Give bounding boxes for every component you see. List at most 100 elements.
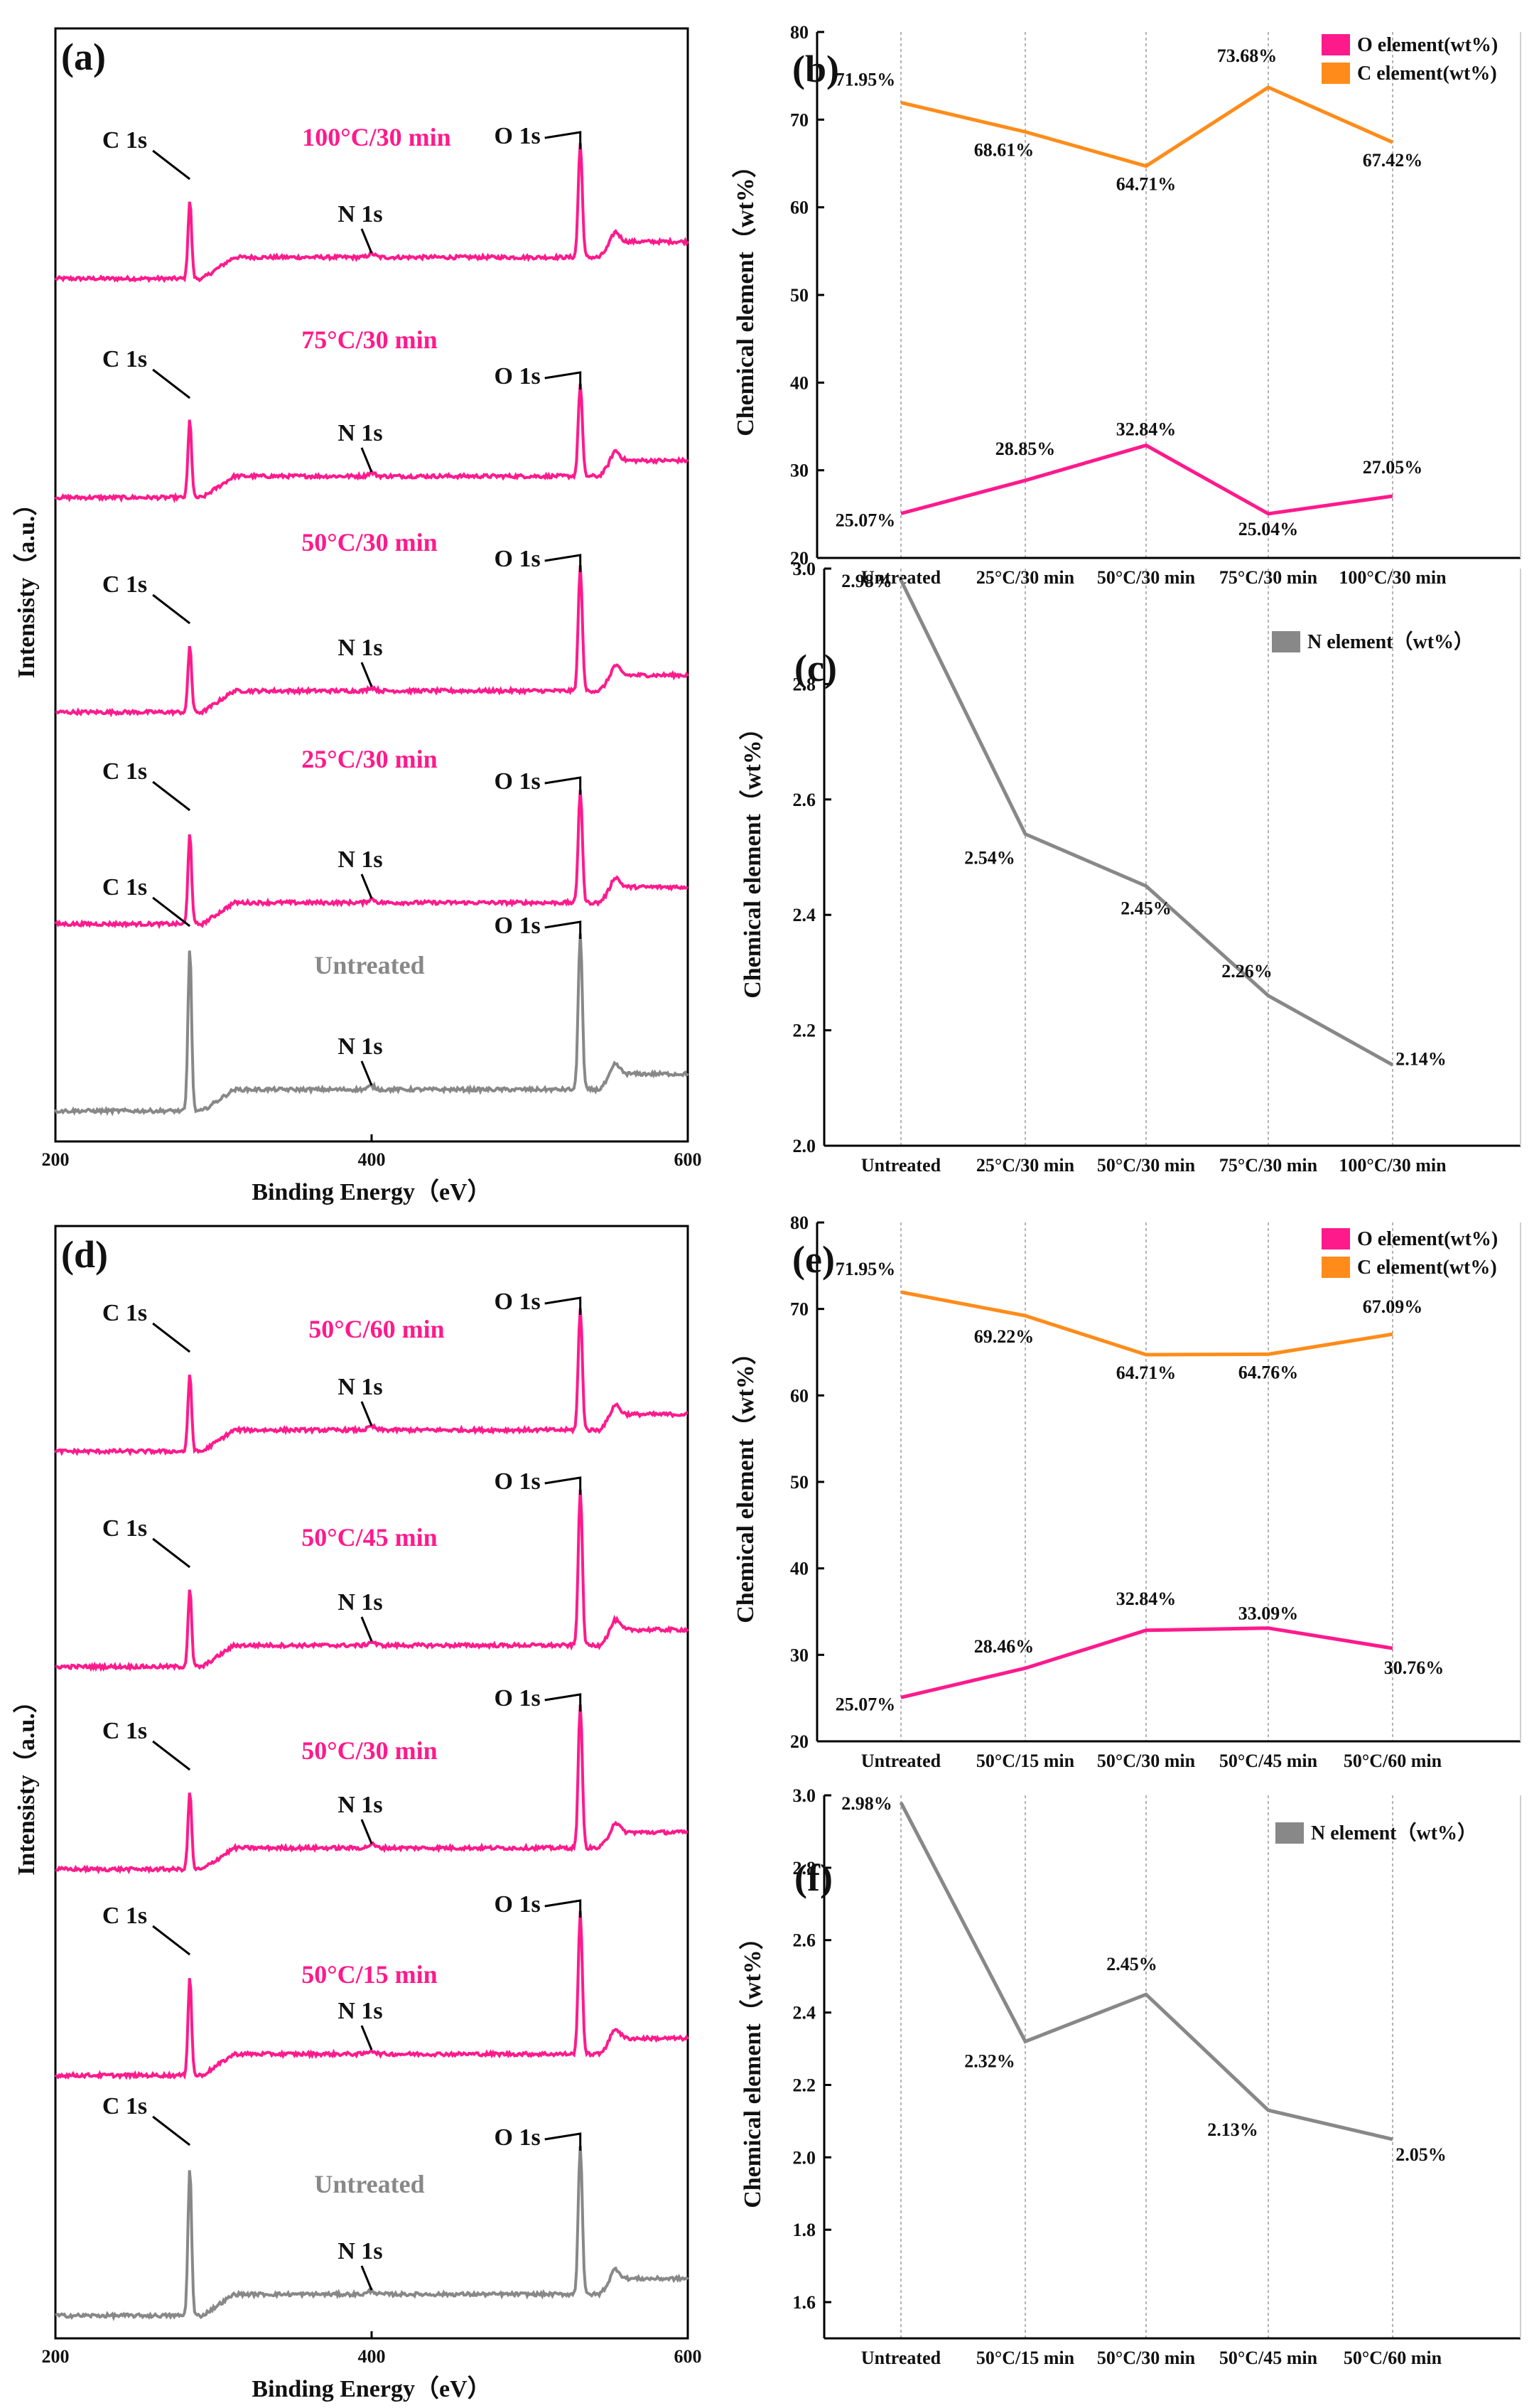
data-label: 67.42%	[1363, 150, 1423, 171]
data-label: 2.32%	[964, 2050, 1015, 2071]
legend-label: O element(wt%)	[1357, 34, 1498, 56]
trace-label: 50°C/60 min	[308, 1315, 444, 1343]
legend-label: N element（wt%）	[1307, 630, 1474, 653]
data-label: 33.09%	[1238, 1603, 1299, 1624]
trace-label: 50°C/15 min	[301, 1960, 437, 1989]
x-tick-label: Untreated	[861, 1155, 941, 1176]
peak-leader	[544, 1899, 582, 1918]
data-label: 2.14%	[1395, 1048, 1447, 1069]
data-label: 67.09%	[1363, 1296, 1423, 1317]
peak-leader	[544, 776, 582, 795]
legend-swatch	[1322, 63, 1350, 84]
panel-d: (d) 200 400 600 Binding Energy（eV） Intensisty…	[12, 1225, 702, 2402]
peak-label-o1s: O 1s	[495, 363, 541, 389]
x-tick-label: 50°C/45 min	[1219, 1751, 1318, 1771]
panel-label: (a)	[61, 36, 106, 78]
data-label: 64.76%	[1238, 1362, 1299, 1382]
peak-label-c1s: C 1s	[102, 2093, 147, 2119]
peak-label-o1s: O 1s	[495, 913, 541, 939]
data-label: 25.07%	[836, 1694, 896, 1714]
peak-label-n1s: N 1s	[338, 1374, 382, 1400]
peak-leader	[544, 920, 582, 939]
peak-leader	[360, 874, 373, 899]
peak-label-o1s: O 1s	[495, 1891, 541, 1918]
y-tick-label: 30	[790, 461, 809, 481]
legend-swatch	[1322, 34, 1350, 55]
x-tick-label: 50°C/60 min	[1344, 2348, 1442, 2368]
y-tick-label: 20	[790, 548, 809, 569]
x-tick-label: 200	[42, 2346, 70, 2367]
y-axis-label: Chemical element（wt%）	[738, 716, 766, 999]
y-tick-label: 20	[790, 1731, 809, 1752]
peak-leader	[152, 593, 191, 625]
trace-label: Untreated	[314, 2170, 424, 2198]
peak-label-n1s: N 1s	[338, 420, 382, 446]
data-label: 32.84%	[1116, 419, 1177, 440]
data-label: 2.26%	[1221, 961, 1273, 982]
panel-label: (d)	[61, 1233, 108, 1276]
y-tick-label: 80	[790, 1213, 809, 1233]
peak-leader	[360, 2025, 373, 2050]
y-axis-label: Chemical element（wt%）	[738, 1925, 766, 2208]
y-tick-label: 2.2	[793, 1021, 816, 1041]
data-label: 2.05%	[1395, 2144, 1447, 2165]
peak-leader	[360, 1616, 373, 1642]
peak-leader	[360, 1819, 373, 1844]
peak-leader	[152, 2115, 191, 2146]
peak-leader	[544, 1693, 582, 1711]
peak-leader	[544, 131, 582, 149]
x-tick-label: 25°C/30 min	[976, 1155, 1075, 1176]
y-tick-label: 50	[790, 285, 809, 306]
peak-label-o1s: O 1s	[495, 1468, 541, 1495]
peak-leader	[360, 228, 373, 254]
x-tick-label: 75°C/30 min	[1219, 1155, 1318, 1176]
y-axis-label: Intensisty（a.u.）	[12, 1689, 40, 1876]
peak-leader	[544, 554, 582, 572]
data-label: 27.05%	[1363, 457, 1423, 478]
x-tick-label: 50°C/30 min	[1097, 1155, 1196, 1176]
series-line	[900, 85, 1394, 168]
data-label: 71.95%	[836, 1259, 896, 1279]
x-tick-label: 50°C/30 min	[1097, 2348, 1196, 2368]
x-tick-label: Untreated	[861, 2348, 941, 2368]
y-tick-label: 2.4	[793, 2003, 816, 2023]
x-axis-label: Binding Energy（eV）	[252, 2375, 491, 2402]
trace-label: 50°C/30 min	[301, 528, 437, 557]
data-label: 32.84%	[1116, 1589, 1177, 1609]
peak-leader	[152, 1925, 191, 1956]
data-label: 71.95%	[836, 69, 896, 90]
y-tick-label: 2.6	[793, 1930, 816, 1951]
peak-label-n1s: N 1s	[338, 2238, 382, 2264]
legend-swatch	[1272, 631, 1300, 652]
peak-leader	[360, 1060, 373, 1086]
y-tick-label: 40	[790, 372, 809, 393]
x-tick-label: 100°C/30 min	[1339, 1155, 1447, 1176]
x-tick-label: 50°C/30 min	[1097, 1751, 1196, 1771]
y-tick-label: 1.6	[793, 2292, 816, 2313]
data-label: 2.54%	[964, 848, 1015, 869]
legend-swatch	[1322, 1257, 1350, 1278]
spectrum-trace	[55, 1704, 688, 1875]
y-tick-label: 2.8	[793, 1858, 816, 1878]
y-tick-label: 2.6	[793, 790, 816, 810]
y-axis-label: Chemical element（wt%）	[731, 154, 759, 436]
y-tick-label: 60	[790, 198, 809, 218]
peak-label-n1s: N 1s	[338, 1033, 382, 1060]
panel-b: Untreated 25°C/30 min 50°C/30 min 75°C/30 m…	[731, 22, 1521, 588]
data-label: 64.71%	[1116, 1362, 1177, 1383]
data-label: 25.04%	[1238, 519, 1299, 539]
peak-label-c1s: C 1s	[102, 1300, 147, 1326]
peak-leader	[544, 2132, 582, 2151]
y-tick-label: 80	[790, 22, 809, 43]
peak-label-o1s: O 1s	[495, 546, 541, 572]
peak-leader	[152, 149, 191, 181]
data-label: 28.85%	[995, 439, 1056, 459]
series-line	[899, 579, 1394, 1067]
peak-label-c1s: C 1s	[102, 571, 147, 598]
legend-label: O element(wt%)	[1357, 1228, 1498, 1250]
peak-leader	[152, 1740, 191, 1771]
legend-label: C element(wt%)	[1357, 1257, 1497, 1279]
legend-swatch	[1275, 1822, 1304, 1844]
peak-leader	[544, 371, 582, 389]
y-tick-label: 1.8	[793, 2220, 816, 2240]
